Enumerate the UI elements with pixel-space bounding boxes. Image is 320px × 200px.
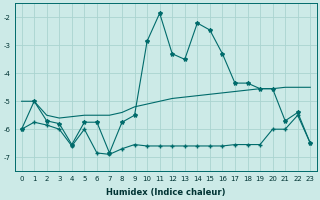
X-axis label: Humidex (Indice chaleur): Humidex (Indice chaleur) bbox=[106, 188, 226, 197]
